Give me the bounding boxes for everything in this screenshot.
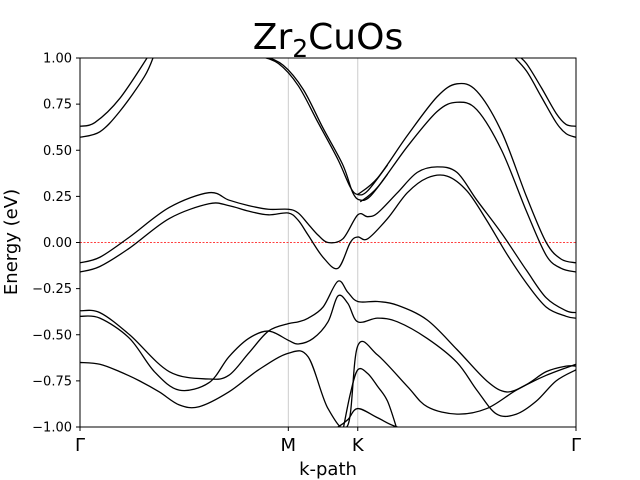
- x-axis-label: k-path: [299, 459, 357, 480]
- band-6: [520, 58, 576, 127]
- band-14: [336, 407, 401, 427]
- y-tick-label-6: 0.50: [43, 144, 72, 159]
- band-11: [80, 294, 576, 418]
- y-tick-label-7: 0.75: [43, 98, 72, 113]
- band-12: [80, 340, 576, 427]
- x-tick-label-2: K: [352, 435, 365, 456]
- band-8: [80, 166, 576, 314]
- y-tick-label-5: 0.25: [43, 190, 72, 205]
- y-tick-label-3: −0.25: [32, 282, 72, 297]
- band-5: [359, 101, 576, 273]
- y-axis-label: Energy (eV): [1, 189, 22, 295]
- y-tick-label-2: −0.50: [32, 328, 72, 343]
- y-tick-label-1: −0.75: [32, 374, 72, 389]
- band-4: [357, 82, 576, 264]
- x-tick-label-0: Γ: [75, 435, 85, 456]
- band-3: [267, 58, 389, 202]
- band-lines: [80, 58, 576, 427]
- band-1: [80, 58, 154, 138]
- x-tick-label-3: Γ: [571, 435, 581, 456]
- band-0: [80, 58, 148, 127]
- y-tick-label-0: −1.00: [32, 421, 72, 436]
- band-2: [263, 58, 389, 196]
- band-7: [514, 58, 576, 138]
- chart-title: Zr2CuOs: [253, 17, 403, 63]
- band-13: [342, 367, 397, 427]
- y-axis-ticks: −1.00 −0.75 −0.50 −0.25 0.00 0.25 0.50 0.75 1.00: [32, 52, 80, 436]
- y-tick-label-4: 0.00: [43, 236, 72, 251]
- band-10: [80, 280, 576, 393]
- x-tick-label-1: M: [281, 435, 297, 456]
- y-tick-label-8: 1.00: [43, 52, 72, 67]
- band-9: [80, 174, 576, 319]
